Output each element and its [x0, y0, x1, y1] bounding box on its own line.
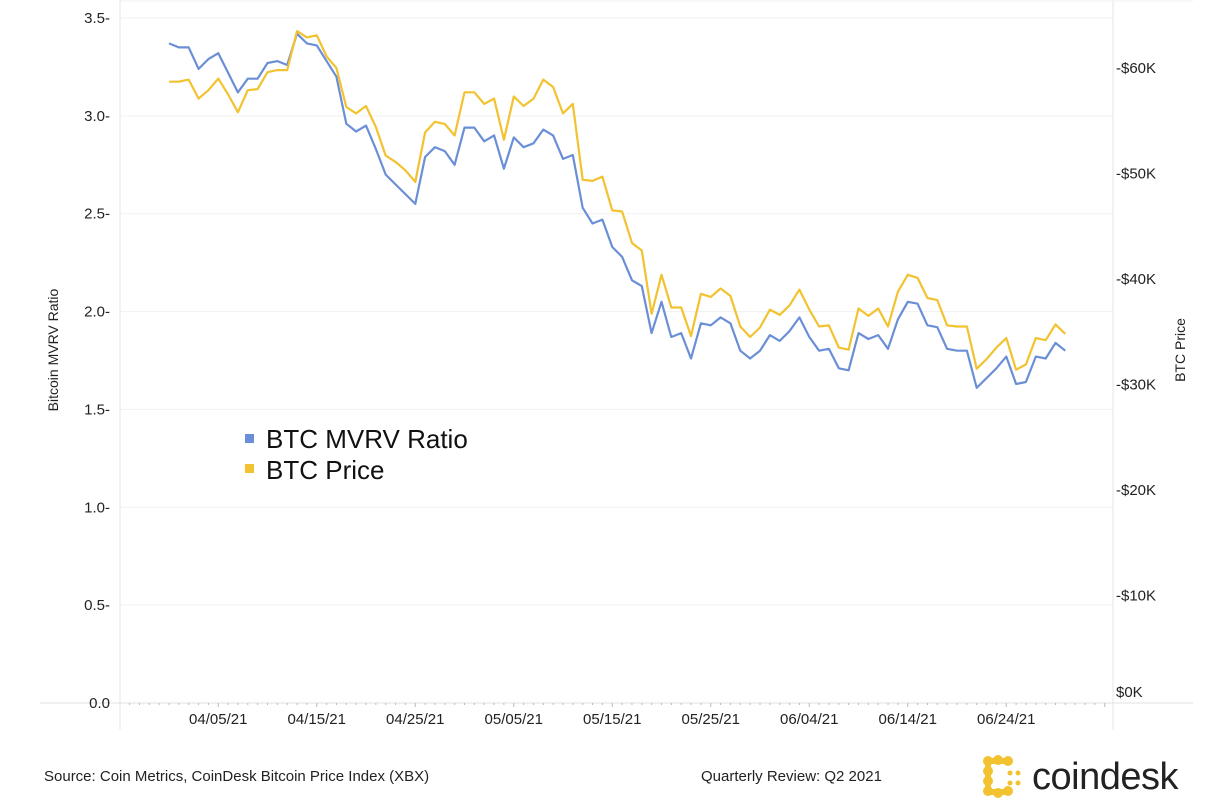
legend: BTC MVRV Ratio BTC Price: [245, 424, 468, 485]
right-axis-ticks: $0K -$10K -$20K -$30K -$40K -$50K -$60K: [1116, 60, 1156, 701]
y-tick-label: 0.0: [89, 695, 110, 712]
y2-tick-label: -$20K: [1116, 482, 1156, 499]
y-tick-label: 1.0-: [84, 499, 110, 516]
legend-swatch-price: [245, 464, 254, 473]
series-line-mvrv: [168, 32, 1066, 389]
y2-tick-label: -$60K: [1116, 60, 1156, 77]
y2-tick-label: -$40K: [1116, 271, 1156, 288]
left-axis-ticks: 0.0 0.5- 1.0- 1.5- 2.0- 2.5- 3.0- 3.5-: [84, 10, 110, 712]
left-axis-title: Bitcoin MVRV Ratio: [45, 288, 61, 411]
series-points-mvrv: [168, 33, 1066, 388]
x-tick-label: 04/25/21: [386, 711, 444, 728]
x-tick-label: 04/15/21: [288, 711, 346, 728]
y2-tick-label: -$30K: [1116, 377, 1156, 394]
dual-axis-line-chart: 0.0 0.5- 1.0- 1.5- 2.0- 2.5- 3.0- 3.5- $0K -$10K…: [40, 0, 1193, 730]
x-tick-label: 05/15/21: [583, 711, 641, 728]
y2-tick-label: $0K: [1116, 684, 1143, 701]
logo-bar: [985, 758, 991, 794]
logo-dot: [1015, 770, 1021, 776]
quarterly-review-label: Quarterly Review: Q2 2021: [701, 768, 882, 785]
y-tick-label: 3.0-: [84, 108, 110, 125]
brand-name: coindesk: [1032, 755, 1178, 798]
x-tick-label: 06/14/21: [879, 711, 937, 728]
x-axis-ticks: 04/05/21 04/15/21 04/25/21 05/05/21 05/15/21…: [129, 703, 1106, 728]
y-tick-label: 2.5-: [84, 206, 110, 223]
x-tick-label: 04/05/21: [189, 711, 247, 728]
legend-swatch-mvrv: [245, 434, 254, 443]
y-tick-label: 0.5-: [84, 597, 110, 614]
logo-bar: [985, 758, 1011, 764]
y-tick-label: 2.0-: [84, 304, 110, 321]
x-tick-label: 06/24/21: [977, 711, 1035, 728]
logo-dot: [1015, 780, 1021, 786]
right-axis-title: BTC Price: [1172, 318, 1188, 382]
y-tick-label: 1.5-: [84, 401, 110, 418]
series-lines: [168, 30, 1067, 389]
y2-tick-label: -$10K: [1116, 588, 1156, 605]
logo-dot: [1007, 770, 1013, 776]
logo-bar: [985, 789, 1011, 795]
x-tick-label: 05/05/21: [485, 711, 543, 728]
legend-label-price: BTC Price: [266, 455, 384, 485]
coindesk-logo-icon: [983, 755, 1021, 798]
source-note: Source: Coin Metrics, CoinDesk Bitcoin P…: [44, 768, 430, 785]
series-points-price: [168, 31, 1066, 370]
logo-dot: [1007, 780, 1013, 786]
legend-label-mvrv: BTC MVRV Ratio: [266, 424, 468, 454]
y2-tick-label: -$50K: [1116, 166, 1156, 183]
x-tick-label: 06/04/21: [780, 711, 838, 728]
grid-lines: [120, 17, 1113, 606]
y-tick-label: 3.5-: [84, 10, 110, 27]
series-line-price: [169, 30, 1067, 371]
coindesk-brand: coindesk: [980, 752, 1178, 802]
axes: [40, 0, 1193, 730]
x-tick-label: 05/25/21: [682, 711, 740, 728]
